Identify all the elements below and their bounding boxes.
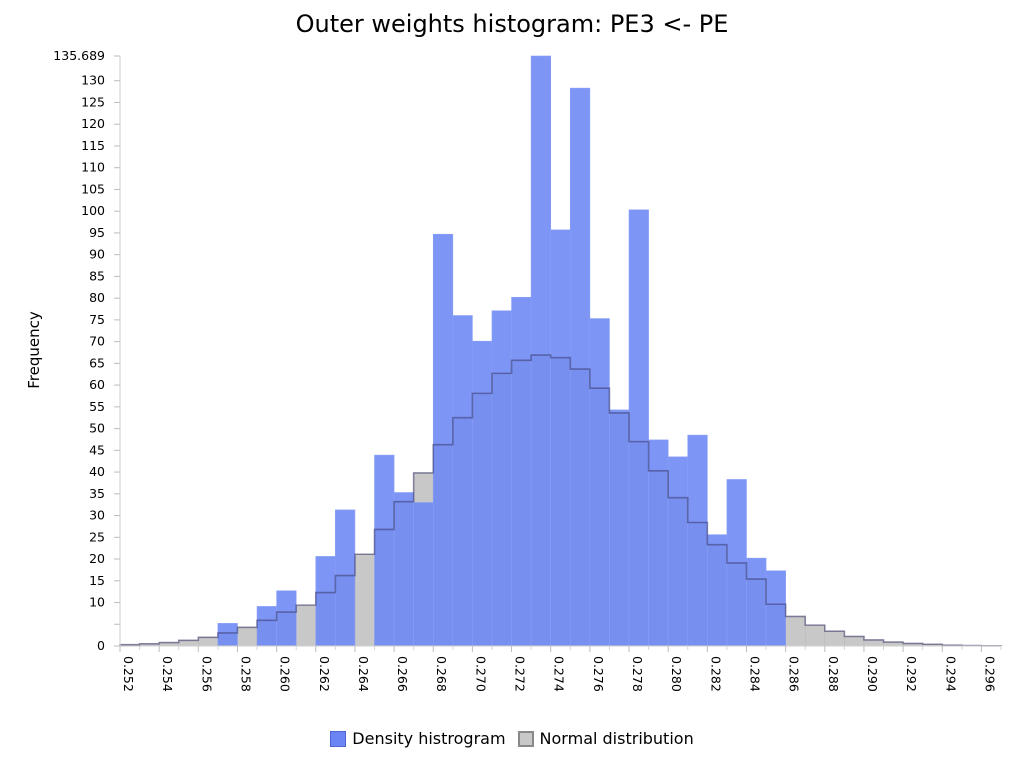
normal-bar — [237, 627, 258, 647]
density-bar — [432, 233, 454, 647]
normal-bar — [354, 553, 375, 647]
x-tick-label: 0.292 — [904, 656, 919, 692]
density-bar — [746, 557, 767, 647]
normal-swatch-icon — [517, 730, 534, 747]
normal-bar — [824, 630, 845, 647]
x-tick-label: 0.260 — [278, 656, 293, 692]
density-bar — [413, 502, 434, 647]
density-bar — [765, 570, 786, 647]
x-tick-label: 0.264 — [356, 656, 371, 692]
y-tick-label: 135.689 — [53, 48, 105, 63]
x-tick-label: 0.266 — [395, 656, 410, 692]
y-tick-label: 30 — [89, 508, 105, 523]
x-tick-label: 0.280 — [669, 656, 684, 692]
density-bar — [609, 409, 630, 647]
legend-item-density[interactable]: Density histrogram — [330, 729, 506, 748]
y-tick-label: 0 — [97, 638, 105, 653]
y-tick-label: 65 — [89, 355, 105, 370]
density-bar — [315, 556, 336, 647]
x-tick-label: 0.286 — [787, 656, 802, 692]
density-bar — [569, 87, 591, 647]
y-tick-label: 60 — [89, 377, 105, 392]
y-tick-label: 80 — [89, 290, 105, 305]
density-bar — [589, 318, 610, 647]
y-tick-label: 10 — [89, 595, 105, 610]
y-tick-label: 110 — [81, 160, 105, 175]
y-tick-label: 35 — [89, 486, 105, 501]
x-tick-label: 0.276 — [591, 656, 606, 692]
x-tick-label: 0.254 — [160, 656, 175, 692]
normal-bar — [785, 616, 806, 647]
legend-item-normal[interactable]: Normal distribution — [517, 729, 694, 748]
y-tick-label: 25 — [89, 529, 105, 544]
y-tick-label: 130 — [81, 73, 105, 88]
x-tick-label: 0.272 — [513, 656, 528, 692]
y-tick-label: 120 — [81, 116, 105, 131]
y-tick-label: 20 — [89, 551, 105, 566]
density-bar — [530, 55, 552, 647]
y-tick-label: 90 — [89, 247, 105, 262]
y-tick-label: 105 — [81, 181, 105, 196]
density-bar — [335, 509, 356, 647]
x-tick-label: 0.290 — [865, 656, 880, 692]
y-axis-label: Frequency — [25, 311, 43, 389]
y-tick-label: 125 — [81, 94, 105, 109]
density-bar — [687, 434, 708, 647]
density-bar — [550, 229, 571, 647]
legend-label-density: Density histrogram — [352, 729, 506, 748]
y-tick-label: 15 — [89, 573, 105, 588]
x-tick-label: 0.274 — [552, 656, 567, 692]
x-tick-label: 0.278 — [630, 656, 645, 692]
x-tick-label: 0.262 — [317, 656, 332, 692]
density-bar — [374, 454, 395, 647]
density-bar — [491, 310, 512, 647]
y-tick-label: 40 — [89, 464, 105, 479]
density-bar — [511, 296, 532, 647]
normal-bar — [198, 637, 219, 647]
normal-distribution-outline — [119, 354, 1002, 647]
density-bar — [707, 534, 728, 647]
axes: 0 10 15 20 25 30 35 40 45 50 55 60 65 70 75 80 85 90 95 100… — [53, 48, 1002, 692]
y-tick-label: 70 — [89, 334, 105, 349]
chart-plot: 0 10 15 20 25 30 35 40 45 50 55 60 65 70 75 80 85 90 95 100… — [25, 48, 1002, 692]
x-tick-label: 0.288 — [826, 656, 841, 692]
x-tick-label: 0.282 — [708, 656, 723, 692]
density-histogram-series — [217, 55, 786, 647]
legend-label-normal: Normal distribution — [539, 729, 694, 748]
y-tick-label: 55 — [89, 399, 105, 414]
legend: Density histrogram Normal distribution — [0, 729, 1024, 748]
y-tick-label: 85 — [89, 268, 105, 283]
density-swatch-icon — [330, 730, 347, 747]
y-tick-label: 50 — [89, 421, 105, 436]
normal-bar — [844, 636, 865, 647]
density-bar — [217, 623, 238, 647]
x-tick-label: 0.284 — [747, 656, 762, 692]
normal-bar — [295, 604, 317, 647]
density-bar — [256, 606, 277, 647]
density-bar — [628, 209, 649, 647]
x-tick-label: 0.268 — [434, 656, 449, 692]
x-tick-label: 0.294 — [943, 656, 958, 692]
x-tick-label: 0.258 — [238, 656, 253, 692]
x-tick-label: 0.256 — [199, 656, 214, 692]
density-bar — [472, 340, 493, 647]
density-bar — [667, 456, 689, 647]
density-bar — [276, 590, 297, 647]
y-tick-label: 95 — [89, 225, 105, 240]
x-tick-label: 0.270 — [473, 656, 488, 692]
y-tick-label: 100 — [81, 203, 105, 218]
density-bar — [452, 315, 473, 647]
y-tick-label: 75 — [89, 312, 105, 327]
y-tick-label: 115 — [81, 138, 105, 153]
normal-bar — [863, 639, 884, 647]
normal-bar — [804, 624, 826, 647]
y-tick-label: 45 — [89, 442, 105, 457]
normal-bar — [178, 640, 199, 647]
x-tick-label: 0.296 — [982, 656, 997, 692]
chart-title: Outer weights histogram: PE3 <- PE — [295, 10, 729, 38]
density-bar — [393, 492, 414, 647]
x-tick-label: 0.252 — [121, 656, 136, 692]
